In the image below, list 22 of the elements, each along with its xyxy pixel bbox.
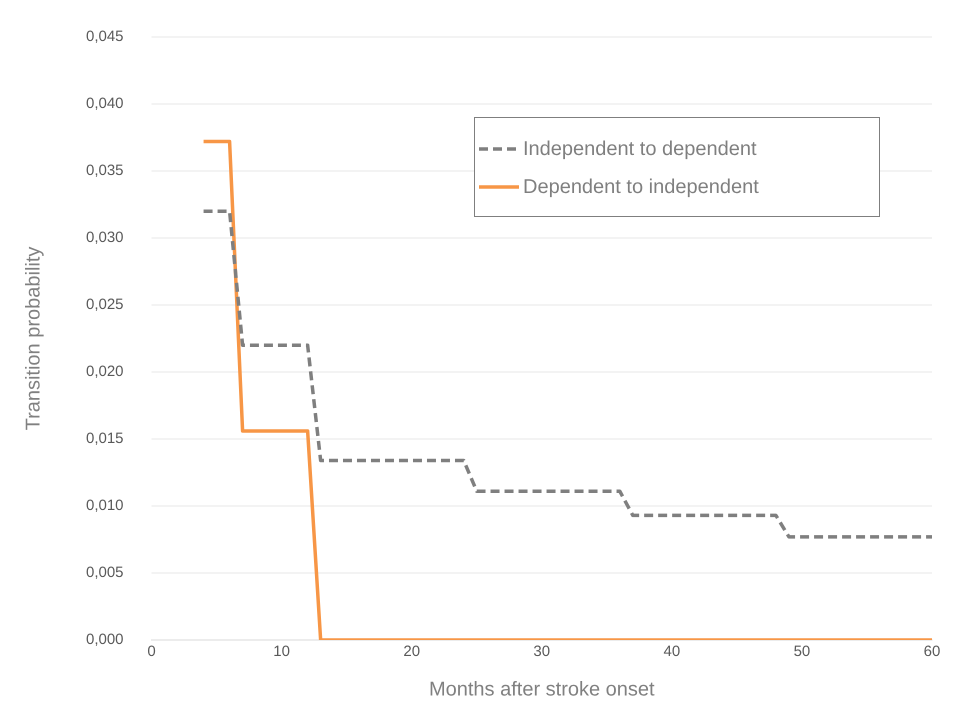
y-tick-label: 0,010 bbox=[86, 497, 124, 514]
y-tick-label: 0,020 bbox=[86, 363, 124, 380]
legend-label: Independent to dependent bbox=[523, 138, 757, 160]
x-tick-label: 10 bbox=[273, 643, 290, 660]
y-tick-label: 0,035 bbox=[86, 162, 124, 180]
line-series bbox=[202, 209, 932, 539]
x-tick-label: 30 bbox=[533, 643, 550, 660]
y-tick-label: 0,045 bbox=[86, 28, 124, 46]
y-tick-label: 0,030 bbox=[86, 229, 124, 246]
x-tick-label: 0 bbox=[147, 643, 156, 660]
x-tick-label: 40 bbox=[664, 643, 680, 660]
x-axis-title: Months after stroke onset bbox=[428, 678, 656, 701]
legend-label: Dependent to independent bbox=[523, 176, 759, 198]
x-tick-label: 50 bbox=[794, 643, 810, 660]
y-tick-label: 0,015 bbox=[86, 430, 124, 448]
y-tick-label: 0,025 bbox=[86, 296, 124, 314]
y-tick-label: 0,040 bbox=[86, 95, 124, 112]
y-tick-label: 0,000 bbox=[86, 631, 124, 648]
y-tick-label: 0,005 bbox=[86, 564, 124, 582]
x-tick-label: 20 bbox=[403, 643, 420, 660]
y-axis-title: Transition probability bbox=[22, 246, 45, 430]
x-tick-label: 60 bbox=[924, 643, 940, 660]
